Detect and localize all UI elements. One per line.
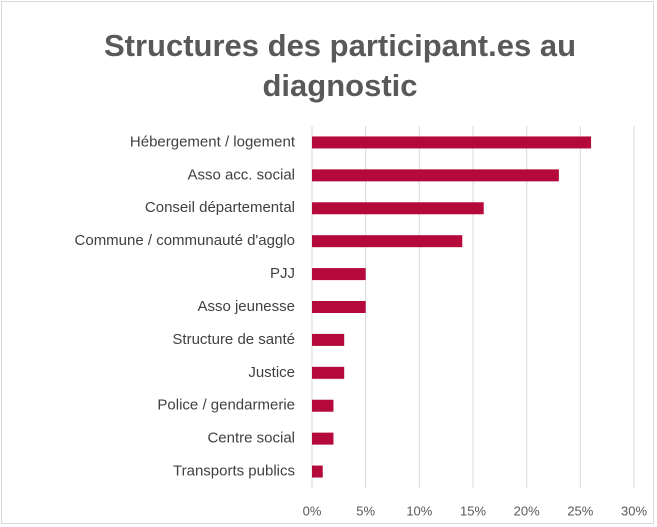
bar <box>312 202 484 215</box>
bar <box>312 301 366 313</box>
chart-title: Structures des participant.es au diagnos… <box>103 28 577 103</box>
bar <box>312 366 345 379</box>
x-tick-label: 5% <box>356 503 375 518</box>
y-tick-label: Hébergement / logement <box>130 133 296 150</box>
y-tick-label: Police / gendarmerie <box>157 397 295 414</box>
bar <box>312 136 592 149</box>
y-tick-label: Centre social <box>207 430 295 447</box>
x-tick-label: 10% <box>406 503 432 518</box>
y-tick-label: Transports publics <box>173 463 295 480</box>
bar <box>312 399 334 412</box>
y-tick-label: Asso jeunesse <box>197 298 295 315</box>
x-tick-label: 30% <box>621 503 647 518</box>
y-tick-label: Asso acc. social <box>187 166 295 183</box>
x-tick-label: 20% <box>514 503 540 518</box>
bar <box>312 235 463 248</box>
bar <box>312 465 323 478</box>
y-tick-label: PJJ <box>270 265 295 282</box>
bar <box>312 169 559 182</box>
y-tick-label: Commune / communauté d'agglo <box>75 232 295 249</box>
bar <box>312 432 334 445</box>
y-tick-label: Structure de santé <box>172 331 295 348</box>
x-tick-label: 15% <box>460 503 486 518</box>
bar <box>312 268 366 281</box>
bar <box>312 333 345 346</box>
y-tick-label: Justice <box>248 364 295 381</box>
x-tick-label: 0% <box>303 503 322 518</box>
y-tick-label: Conseil départemental <box>145 199 295 216</box>
x-tick-label: 25% <box>567 503 593 518</box>
